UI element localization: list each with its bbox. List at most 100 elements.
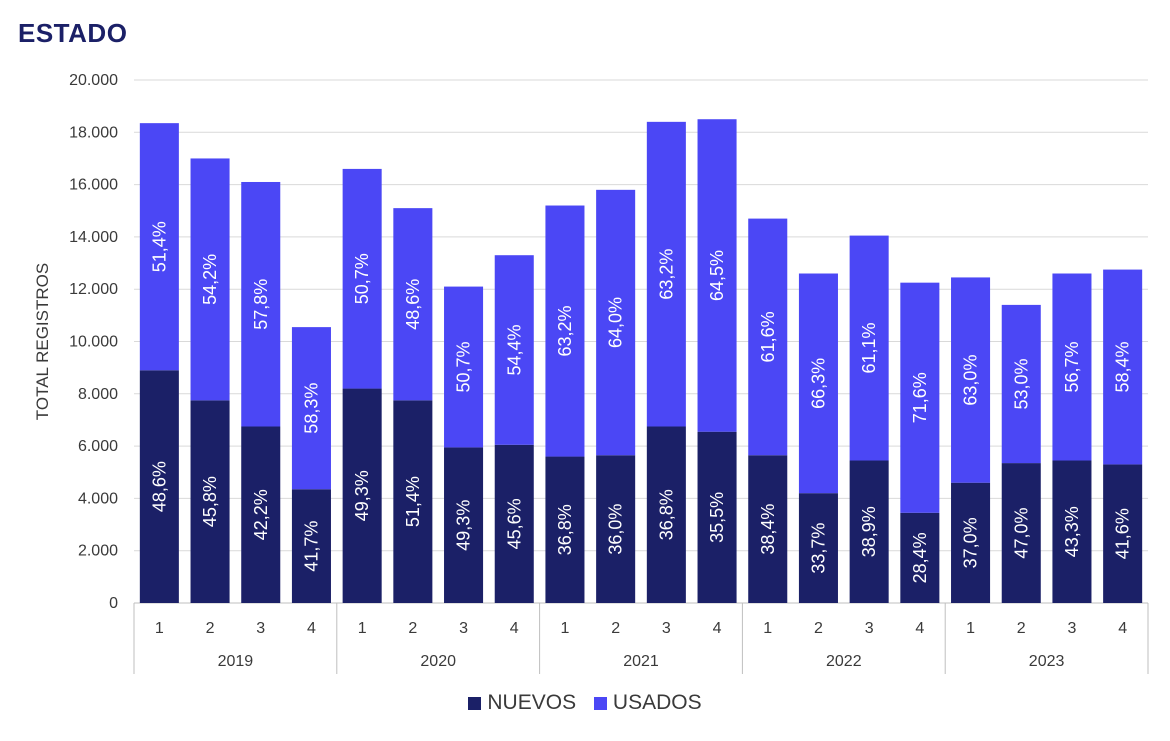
bar-nuevos xyxy=(697,431,737,603)
y-axis-label: TOTAL REGISTROS xyxy=(33,263,52,420)
y-tick-label: 8.000 xyxy=(78,386,118,403)
x-tick-label-quarter: 3 xyxy=(459,620,468,637)
bar-usados xyxy=(748,218,788,456)
y-tick-label: 6.000 xyxy=(78,438,118,455)
bar-usados xyxy=(545,205,585,457)
data-label-nuevos: 42,2% xyxy=(251,489,271,540)
x-tick-label-quarter: 4 xyxy=(1118,620,1127,637)
data-label-usados: 63,2% xyxy=(656,249,676,300)
bar-usados xyxy=(849,235,889,461)
bar-nuevos xyxy=(900,512,940,603)
bar-usados xyxy=(444,286,484,448)
legend-label-nuevos: NUEVOS xyxy=(487,691,577,714)
data-label-nuevos: 33,7% xyxy=(808,523,828,574)
data-label-usados: 56,7% xyxy=(1062,341,1082,392)
bar-usados xyxy=(596,189,636,456)
y-tick-label: 4.000 xyxy=(78,490,118,507)
x-tick-label-quarter: 2 xyxy=(814,620,823,637)
bar-usados xyxy=(1001,304,1041,464)
data-label-usados: 57,8% xyxy=(251,279,271,330)
x-tick-label-year: 2022 xyxy=(826,653,862,670)
bar-nuevos xyxy=(494,444,534,603)
bar-usados xyxy=(646,121,686,427)
x-tick-label-quarter: 1 xyxy=(358,620,367,637)
data-label-usados: 58,3% xyxy=(301,383,321,434)
x-tick-label-year: 2019 xyxy=(218,653,254,670)
bar-usados xyxy=(798,273,838,494)
x-tick-label-year: 2023 xyxy=(1029,653,1065,670)
x-tick-label-quarter: 4 xyxy=(510,620,519,637)
bar-nuevos xyxy=(393,400,433,603)
x-tick-label-quarter: 2 xyxy=(1017,620,1026,637)
data-label-nuevos: 28,4% xyxy=(910,532,930,583)
data-label-nuevos: 49,3% xyxy=(352,470,372,521)
data-label-nuevos: 35,5% xyxy=(707,492,727,543)
bar-usados xyxy=(139,123,179,371)
data-label-nuevos: 41,7% xyxy=(301,521,321,572)
x-tick-label-quarter: 3 xyxy=(256,620,265,637)
bar-nuevos xyxy=(798,493,838,603)
x-tick-label-quarter: 1 xyxy=(966,620,975,637)
y-tick-label: 2.000 xyxy=(78,543,118,560)
bar-usados xyxy=(241,181,281,427)
x-tick-label-year: 2020 xyxy=(420,653,456,670)
bar-nuevos xyxy=(646,426,686,603)
bar-nuevos xyxy=(545,456,585,603)
data-label-usados: 58,4% xyxy=(1113,341,1133,392)
x-tick-label-quarter: 4 xyxy=(307,620,316,637)
y-tick-label: 16.000 xyxy=(69,177,118,194)
data-label-usados: 54,2% xyxy=(200,254,220,305)
bar-nuevos xyxy=(951,482,991,603)
data-label-nuevos: 36,0% xyxy=(606,504,626,555)
bar-usados xyxy=(393,208,433,401)
data-label-usados: 50,7% xyxy=(352,253,372,304)
bar-nuevos xyxy=(849,460,889,603)
bar-nuevos xyxy=(190,400,230,603)
data-label-usados: 61,6% xyxy=(758,311,778,362)
bar-usados xyxy=(1103,269,1143,465)
bar-usados xyxy=(342,168,382,389)
y-tick-label: 14.000 xyxy=(69,229,118,246)
y-tick-label: 18.000 xyxy=(69,124,118,141)
bar-nuevos xyxy=(241,426,281,603)
data-label-nuevos: 38,4% xyxy=(758,504,778,555)
y-tick-label: 12.000 xyxy=(69,281,118,298)
data-label-nuevos: 41,6% xyxy=(1113,508,1133,559)
data-label-nuevos: 38,9% xyxy=(859,506,879,557)
x-tick-label-quarter: 1 xyxy=(763,620,772,637)
data-label-nuevos: 37,0% xyxy=(961,517,981,568)
bar-nuevos xyxy=(444,447,484,603)
x-tick-label-quarter: 2 xyxy=(408,620,417,637)
bar-usados xyxy=(697,119,737,432)
data-label-nuevos: 36,8% xyxy=(555,504,575,555)
bar-nuevos xyxy=(1103,464,1143,603)
legend: NUEVOS USADOS xyxy=(0,691,1170,716)
legend-label-usados: USADOS xyxy=(612,691,702,714)
legend-item-usados: USADOS xyxy=(593,691,702,715)
data-label-nuevos: 43,3% xyxy=(1062,506,1082,557)
data-label-nuevos: 45,6% xyxy=(504,498,524,549)
data-label-usados: 63,0% xyxy=(961,355,981,406)
x-tick-label-year: 2021 xyxy=(623,653,659,670)
bar-nuevos xyxy=(291,489,331,603)
legend-item-nuevos: NUEVOS xyxy=(468,691,576,715)
bar-nuevos xyxy=(1001,463,1041,603)
bar-usados xyxy=(1052,273,1092,461)
x-tick-label-quarter: 1 xyxy=(560,620,569,637)
data-label-usados: 50,7% xyxy=(454,341,474,392)
data-label-nuevos: 36,8% xyxy=(656,489,676,540)
data-label-usados: 54,4% xyxy=(504,324,524,375)
x-tick-label-quarter: 3 xyxy=(662,620,671,637)
legend-swatch-usados xyxy=(593,696,607,710)
data-label-usados: 51,4% xyxy=(149,221,169,272)
x-tick-label-quarter: 3 xyxy=(865,620,874,637)
x-tick-label-quarter: 2 xyxy=(611,620,620,637)
bar-nuevos xyxy=(139,370,179,603)
y-tick-label: 20.000 xyxy=(69,72,118,89)
data-label-usados: 63,2% xyxy=(555,306,575,357)
bar-nuevos xyxy=(1052,460,1092,603)
x-tick-label-quarter: 4 xyxy=(713,620,722,637)
y-tick-label: 0 xyxy=(109,595,118,612)
bar-nuevos xyxy=(748,455,788,603)
bar-usados xyxy=(900,282,940,513)
